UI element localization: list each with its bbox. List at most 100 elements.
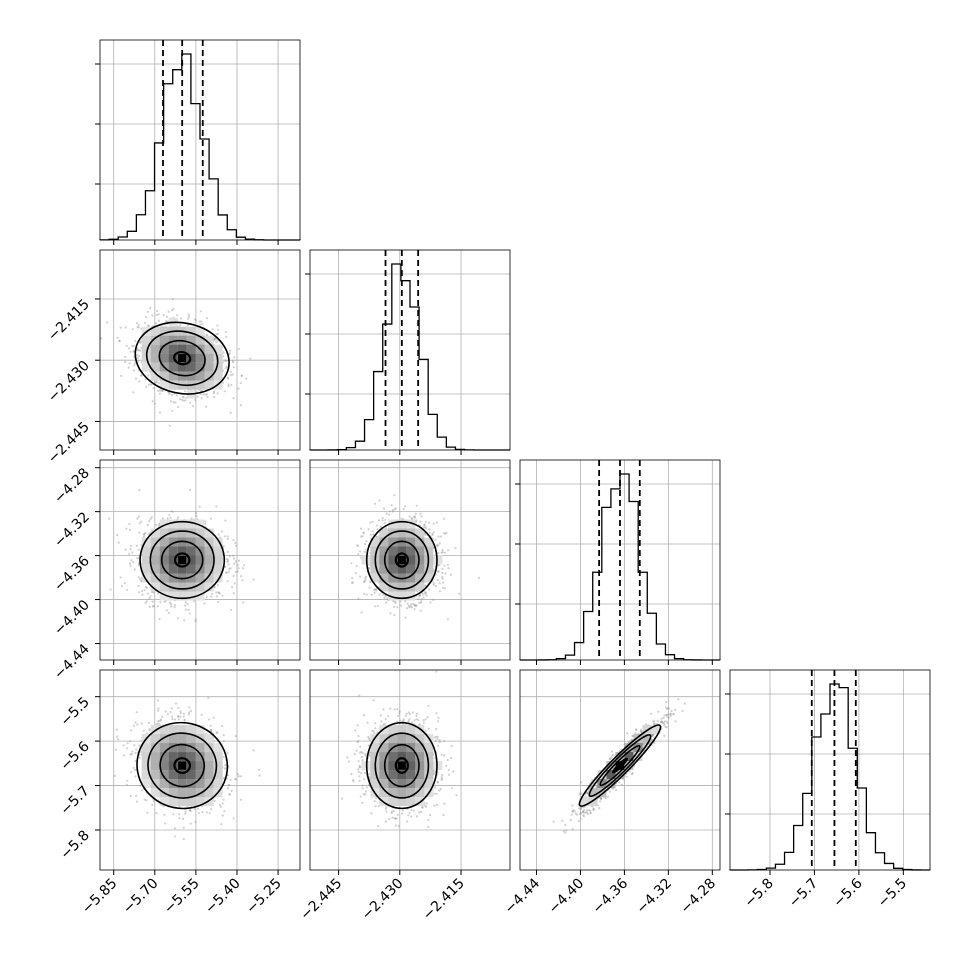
scatter-point <box>388 510 391 513</box>
scatter-point <box>135 544 138 547</box>
scatter-point <box>419 512 422 515</box>
scatter-point <box>172 401 175 404</box>
scatter-point <box>222 545 225 548</box>
scatter-point <box>142 535 145 539</box>
density-cell <box>186 537 196 547</box>
density-cell <box>397 582 407 592</box>
scatter-point <box>441 586 445 589</box>
density-cell <box>204 380 214 390</box>
scatter-point <box>227 383 230 386</box>
scatter-point <box>220 530 223 533</box>
scatter-point <box>227 563 230 566</box>
density-cell <box>159 573 169 583</box>
scatter-point <box>116 735 119 738</box>
scatter-point <box>117 541 120 544</box>
scatter-point <box>443 551 446 554</box>
scatter-point <box>152 591 155 594</box>
scatter-point <box>153 402 156 405</box>
scatter-point <box>390 504 393 507</box>
scatter-point <box>212 392 215 395</box>
scatter-point <box>213 339 216 342</box>
scatter-point <box>391 510 394 513</box>
scatter-point <box>225 359 228 363</box>
density-cell <box>150 371 160 381</box>
scatter-point <box>242 564 245 567</box>
scatter-point <box>229 374 232 377</box>
scatter-point <box>183 619 186 622</box>
scatter-point <box>134 775 137 778</box>
scatter-point <box>228 567 231 571</box>
density-cell <box>177 564 187 574</box>
scatter-point <box>182 396 185 399</box>
density-cell <box>159 582 169 592</box>
scatter-point <box>123 582 126 585</box>
scatter-point <box>157 313 160 316</box>
scatter-point <box>149 595 152 598</box>
scatter-point <box>438 590 441 593</box>
scatter-point <box>171 298 174 301</box>
scatter-point <box>173 606 176 609</box>
scatter-point <box>229 567 232 570</box>
scatter-point <box>368 586 371 589</box>
scatter-point <box>363 580 366 584</box>
scatter-point <box>371 530 374 533</box>
scatter-point <box>231 359 234 362</box>
scatter-point <box>232 557 236 560</box>
density-cell <box>195 380 205 390</box>
scatter-point <box>441 551 444 554</box>
scatter-point <box>363 550 366 554</box>
scatter-point <box>428 521 431 524</box>
density-cell <box>397 519 407 529</box>
density-cell <box>195 528 205 538</box>
scatter-point <box>136 357 139 360</box>
scatter-point <box>406 607 409 610</box>
density-cell <box>150 326 160 336</box>
scatter-point <box>360 611 363 614</box>
scatter-point <box>354 572 357 575</box>
scatter-point <box>145 586 148 589</box>
scatter-point <box>184 399 187 402</box>
scatter-point <box>128 562 132 565</box>
scatter-point <box>170 602 173 606</box>
scatter-point <box>199 310 202 313</box>
scatter-point <box>163 600 166 604</box>
scatter-point <box>148 605 151 608</box>
scatter-point <box>139 578 142 581</box>
scatter-point <box>145 385 148 388</box>
scatter-point <box>389 612 392 615</box>
density-cell <box>150 582 160 592</box>
density-cell <box>177 591 187 601</box>
density-cell <box>379 555 389 565</box>
scatter-point <box>131 328 134 331</box>
scatter-point <box>160 389 163 392</box>
scatter-point <box>150 383 153 386</box>
scatter-point <box>373 591 376 594</box>
scatter-point <box>124 548 127 551</box>
scatter-point <box>217 533 220 536</box>
scatter-point <box>361 535 364 538</box>
scatter-point <box>120 585 124 588</box>
scatter-point <box>137 326 140 329</box>
scatter-point <box>223 810 226 813</box>
scatter-point <box>146 324 150 327</box>
density-cell <box>213 555 223 565</box>
density-cell <box>168 564 178 574</box>
density-cell <box>150 564 160 574</box>
density-cell <box>141 537 151 547</box>
scatter-point <box>195 514 198 518</box>
density-cell <box>195 555 205 565</box>
scatter-point <box>146 592 150 595</box>
scatter-point <box>237 387 240 390</box>
scatter-point <box>376 528 379 531</box>
scatter-point <box>428 528 431 531</box>
scatter-point <box>385 601 388 604</box>
density-cell <box>204 528 214 538</box>
scatter-point <box>125 527 128 530</box>
scatter-point <box>137 515 140 518</box>
scatter-point <box>365 575 368 578</box>
density-peak <box>178 354 187 363</box>
scatter-point <box>128 528 131 531</box>
scatter-point <box>396 606 399 609</box>
density-peak <box>178 556 187 564</box>
scatter-point <box>158 524 161 527</box>
